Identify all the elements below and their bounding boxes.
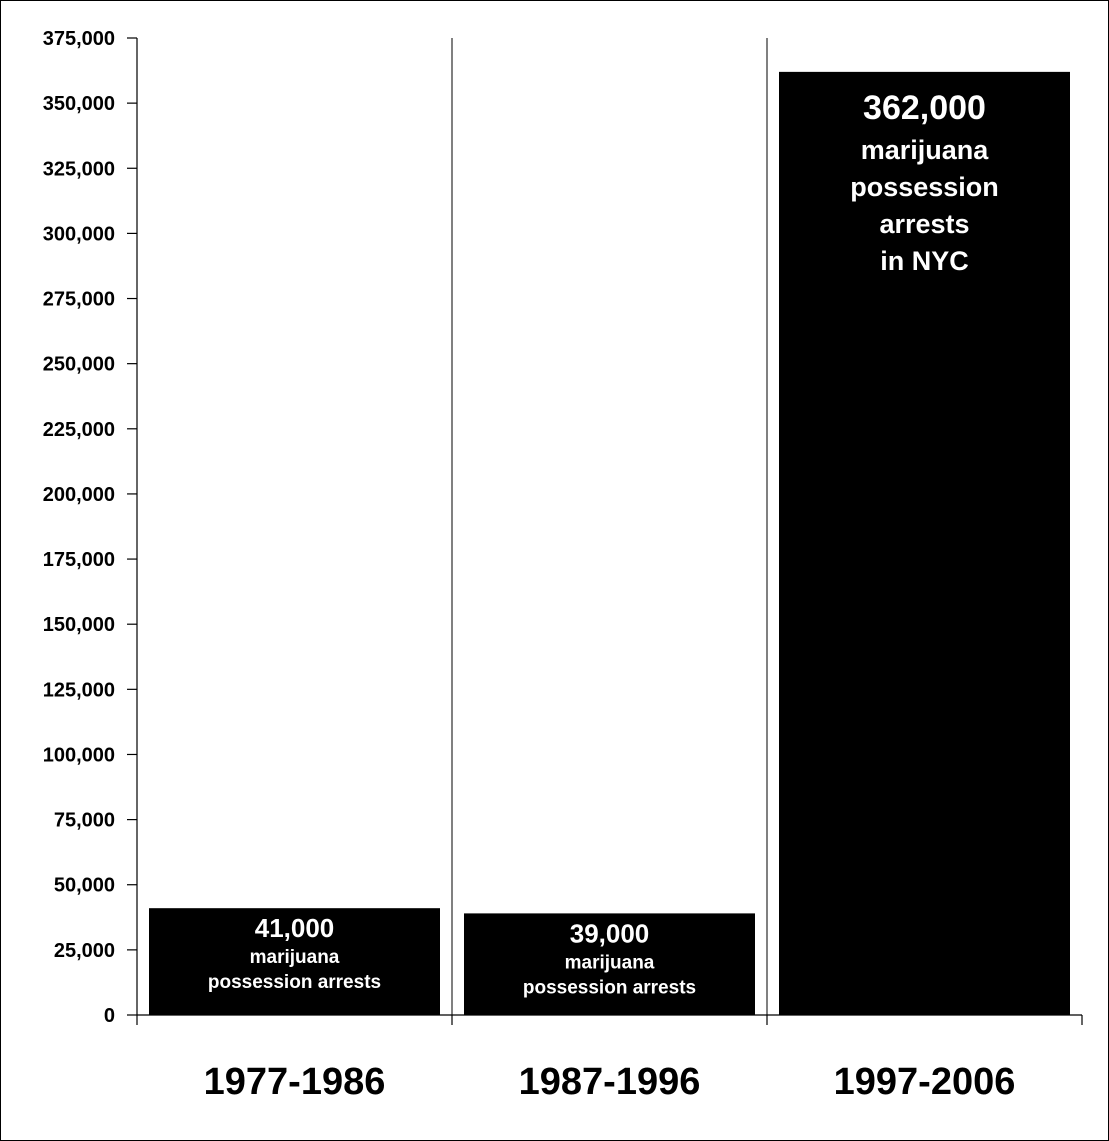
bar-annotations: 41,000 marijuana possession arrests 39,000 m… bbox=[208, 89, 999, 999]
y-tick-label: 75,000 bbox=[54, 810, 115, 832]
y-tick-label: 50,000 bbox=[54, 875, 115, 897]
y-tick-label: 0 bbox=[104, 1005, 115, 1027]
y-tick-label: 375,000 bbox=[43, 28, 115, 50]
y-tick-label: 250,000 bbox=[43, 354, 115, 376]
bar-value-label: 39,000 bbox=[570, 918, 650, 948]
y-tick-label: 325,000 bbox=[43, 158, 115, 180]
y-tick-label: 350,000 bbox=[43, 93, 115, 115]
y-tick-label: 25,000 bbox=[54, 940, 115, 962]
bar-description-label: possession arrests bbox=[523, 977, 696, 998]
y-tick-label: 100,000 bbox=[43, 744, 115, 766]
bar-description-label: possession arrests bbox=[208, 972, 381, 993]
bar-value-label: 362,000 bbox=[863, 89, 986, 127]
y-tick-label: 200,000 bbox=[43, 484, 115, 506]
bar-description-label: possession bbox=[850, 172, 999, 202]
bar-description-label: in NYC bbox=[880, 246, 969, 276]
bar-description-label: marijuana bbox=[565, 952, 655, 973]
y-tick-label: 125,000 bbox=[43, 679, 115, 701]
bar bbox=[464, 913, 755, 1015]
x-category-label: 1987-1996 bbox=[519, 1061, 701, 1103]
y-tick-label: 300,000 bbox=[43, 223, 115, 245]
y-tick-label: 275,000 bbox=[43, 289, 115, 311]
bar bbox=[149, 908, 440, 1015]
x-category-label: 1997-2006 bbox=[834, 1061, 1016, 1103]
y-tick-label: 150,000 bbox=[43, 614, 115, 636]
bar-description-label: arrests bbox=[879, 209, 969, 239]
bar-value-label: 41,000 bbox=[255, 913, 335, 943]
bar-description-label: marijuana bbox=[861, 135, 990, 165]
bar bbox=[779, 71, 1070, 1016]
y-tick-label: 175,000 bbox=[43, 549, 115, 571]
bars bbox=[149, 71, 1070, 1016]
axes: 0 25,000 50,000 75,000 100,000 125,000 150,000… bbox=[43, 28, 1083, 1103]
bar-description-label: marijuana bbox=[250, 947, 340, 968]
y-tick-label: 225,000 bbox=[43, 419, 115, 441]
x-category-label: 1977-1986 bbox=[204, 1061, 386, 1103]
